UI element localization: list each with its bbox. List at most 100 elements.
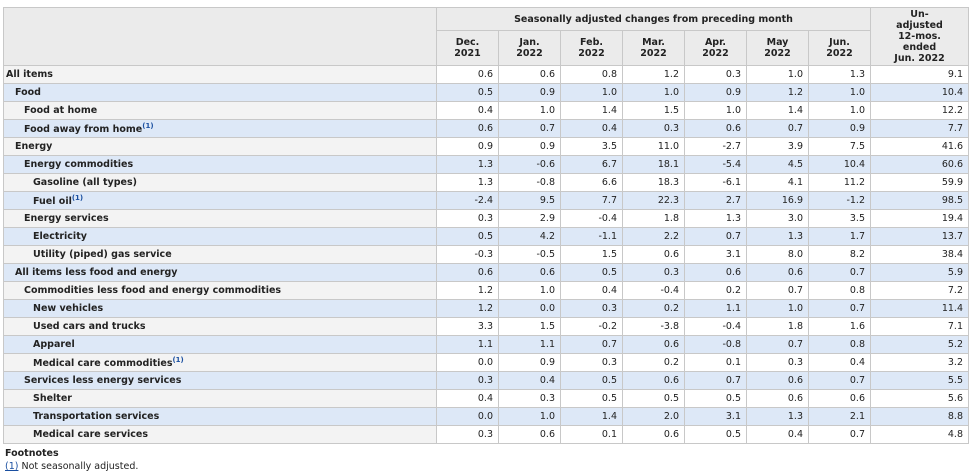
label-text: Medical care services [33, 429, 148, 440]
value-cell: 0.7 [746, 119, 809, 138]
value-cell: 6.7 [560, 155, 623, 174]
value-cell: 8.0 [746, 245, 809, 264]
value-cell: 0.3 [436, 371, 499, 390]
value-cell: -0.5 [498, 245, 561, 264]
value-cell: 0.3 [560, 353, 623, 372]
value-cell: 13.7 [870, 227, 969, 246]
value-cell: 0.9 [436, 137, 499, 156]
row: Gasoline (all types) 1.3 -0.8 6.6 18.3 -6.1 4.… [3, 173, 969, 192]
value-cell: 5.9 [870, 263, 969, 282]
value-cell: 1.0 [622, 83, 685, 102]
label-text: Food away from home [24, 124, 143, 136]
value-cell: 4.8 [870, 425, 969, 444]
value-cell: -3.8 [622, 317, 685, 336]
row-label: Services less energy services [3, 371, 437, 390]
value-cell: -1.1 [560, 227, 623, 246]
value-cell: 0.5 [622, 389, 685, 408]
value-cell: 0.4 [436, 101, 499, 120]
row-label: Electricity [3, 227, 437, 246]
value-cell: -2.7 [684, 137, 747, 156]
value-cell: 0.6 [622, 371, 685, 390]
row-label: Apparel [3, 335, 437, 354]
value-cell: 4.5 [746, 155, 809, 174]
value-cell: 2.7 [684, 191, 747, 210]
value-cell: 0.7 [808, 371, 871, 390]
value-cell: 3.1 [684, 245, 747, 264]
month-header: Mar. 2022 [622, 30, 685, 66]
label-text: All items less food and energy [15, 267, 178, 278]
value-cell: 10.4 [808, 155, 871, 174]
value-cell: 0.7 [684, 371, 747, 390]
value-cell: 0.1 [684, 353, 747, 372]
value-cell: 2.2 [622, 227, 685, 246]
value-cell: -6.1 [684, 173, 747, 192]
row: Food 0.5 0.9 1.0 1.0 0.9 1.2 1.0 10.4 [3, 83, 969, 102]
value-cell: 0.6 [436, 119, 499, 138]
row-label: Fuel oil(1) [3, 191, 437, 210]
value-cell: -0.6 [498, 155, 561, 174]
row: Utility (piped) gas service -0.3 -0.5 1.5 0.… [3, 245, 969, 264]
value-cell: 1.3 [808, 65, 871, 84]
label-text: Medical care commodities [33, 358, 173, 370]
value-cell: 0.8 [808, 281, 871, 300]
value-cell: 0.5 [684, 425, 747, 444]
value-cell: 1.4 [560, 407, 623, 426]
value-cell: 0.2 [622, 353, 685, 372]
value-cell: 3.5 [560, 137, 623, 156]
label-text: Food [15, 87, 41, 98]
value-cell: 9.1 [870, 65, 969, 84]
value-cell: 0.7 [498, 119, 561, 138]
footnote-ref[interactable]: (1) [71, 193, 84, 202]
footnote: (1) Not seasonally adjusted. [5, 461, 138, 472]
value-cell: 1.0 [498, 281, 561, 300]
value-cell: 0.7 [808, 299, 871, 318]
value-cell: 4.1 [746, 173, 809, 192]
header-line: Jan. [519, 37, 540, 48]
label-text: Apparel [33, 339, 75, 350]
label-text: Electricity [33, 231, 87, 242]
value-cell: 0.6 [498, 263, 561, 282]
value-cell: 0.8 [560, 65, 623, 84]
row: Used cars and trucks 3.3 1.5 -0.2 -3.8 -0.4 1.… [3, 317, 969, 336]
value-cell: 1.0 [808, 101, 871, 120]
value-cell: 1.3 [746, 227, 809, 246]
row: Energy 0.9 0.9 3.5 11.0 -2.7 3.9 7.5 41.6 [3, 137, 969, 156]
value-cell: 11.0 [622, 137, 685, 156]
value-cell: 1.1 [684, 299, 747, 318]
label-text: Gasoline (all types) [33, 177, 137, 188]
value-cell: 0.4 [436, 389, 499, 408]
footnote-marker[interactable]: (1) [5, 461, 19, 472]
row: Food at home 0.4 1.0 1.4 1.5 1.0 1.4 1.0 12.2 [3, 101, 969, 120]
value-cell: 1.0 [746, 65, 809, 84]
header-line: Feb. [580, 37, 603, 48]
value-cell: 0.1 [560, 425, 623, 444]
value-cell: 11.2 [808, 173, 871, 192]
value-cell: 3.5 [808, 209, 871, 228]
label-text: Services less energy services [24, 375, 182, 386]
value-cell: 1.0 [808, 83, 871, 102]
row-label: Gasoline (all types) [3, 173, 437, 192]
value-cell: 1.0 [746, 299, 809, 318]
header-line: 12-mos. [898, 31, 941, 42]
value-cell: 1.2 [436, 281, 499, 300]
footnote-ref[interactable]: (1) [142, 121, 154, 130]
value-cell: 0.2 [684, 281, 747, 300]
value-cell: 1.2 [436, 299, 499, 318]
value-cell: 12.2 [870, 101, 969, 120]
value-cell: 7.1 [870, 317, 969, 336]
row-label: Transportation services [3, 407, 437, 426]
footnote-ref[interactable]: (1) [172, 355, 184, 364]
header-line: Jun. 2022 [894, 53, 945, 64]
value-cell: 0.6 [622, 335, 685, 354]
value-cell: 1.7 [808, 227, 871, 246]
value-cell: 1.1 [498, 335, 561, 354]
value-cell: 0.4 [560, 119, 623, 138]
row-label: Energy commodities [3, 155, 437, 174]
row: All items 0.6 0.6 0.8 1.2 0.3 1.0 1.3 9.1 [3, 65, 969, 84]
row-label: Utility (piped) gas service [3, 245, 437, 264]
value-cell: 41.6 [870, 137, 969, 156]
value-cell: 10.4 [870, 83, 969, 102]
value-cell: 0.4 [498, 371, 561, 390]
value-cell: 18.1 [622, 155, 685, 174]
